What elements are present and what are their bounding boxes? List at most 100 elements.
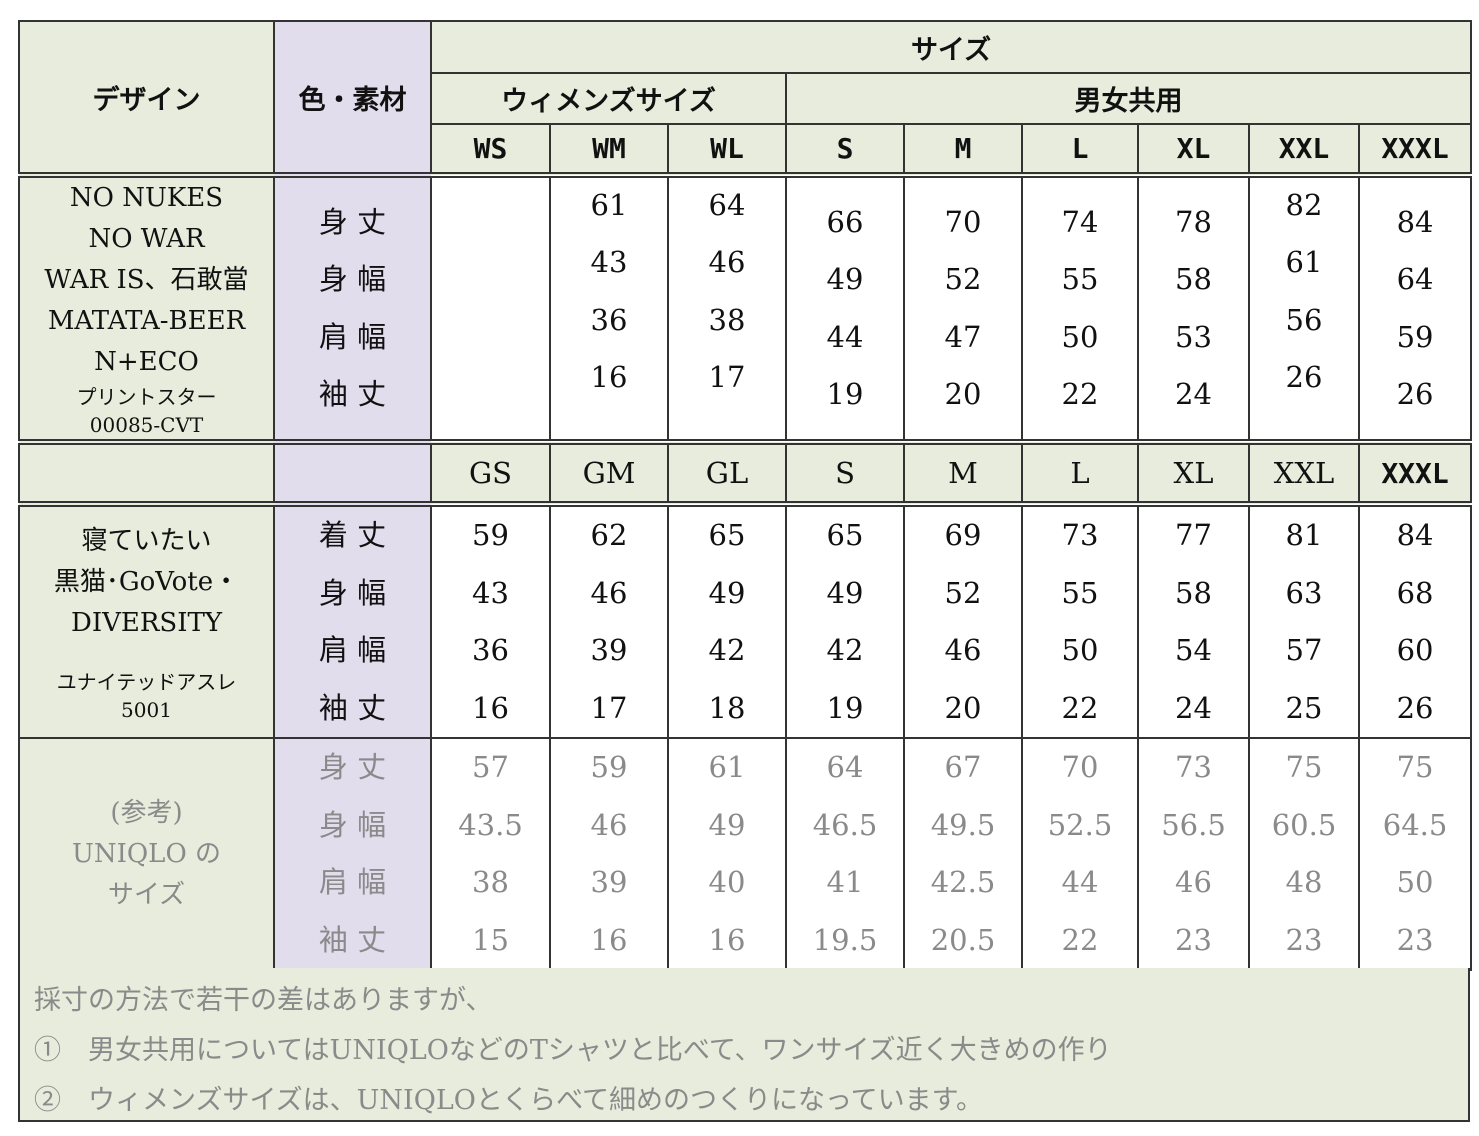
- size-header: WM: [549, 123, 669, 176]
- measurement-value: 38: [708, 302, 746, 337]
- measurement-value: 16: [472, 690, 509, 725]
- measurement-value: [432, 251, 549, 309]
- size-header: GS: [430, 439, 551, 505]
- measurement-value: 49: [708, 575, 746, 610]
- measurement-value: 57: [472, 750, 509, 784]
- value-stack: 75 64.5 50 23: [1360, 739, 1470, 969]
- measurement-value: 47: [944, 319, 982, 354]
- measurement-value: 50: [1396, 865, 1434, 899]
- design-names: NO NUKES NO WAR WAR IS、石敢當 MATATA-BEER N+ECO…: [18, 172, 275, 443]
- measurement-value: 64: [708, 187, 746, 222]
- measurement-value: 69: [944, 518, 982, 552]
- measurement-value: 26: [1396, 690, 1434, 725]
- design-name: MATATA-BEER: [47, 306, 246, 336]
- measurement-value: 16: [708, 922, 746, 957]
- size-values: 61 43 36 16: [549, 172, 669, 443]
- measurement-value: 40: [708, 865, 746, 899]
- measurement-value: 50: [1061, 319, 1099, 354]
- measurement-value: 65: [826, 518, 864, 552]
- value-stack: 65 49 42 18: [669, 507, 785, 737]
- measurement-value: 68: [1396, 575, 1434, 610]
- size-header: XXL: [1248, 439, 1360, 505]
- measurement-value: 23: [1285, 922, 1323, 957]
- measurement-value: 73: [1175, 750, 1212, 784]
- empty-cell: [273, 439, 432, 505]
- value-stack: 59 46 39 16: [551, 739, 667, 969]
- measurement-value: 42.5: [930, 865, 996, 899]
- measurement-value: 58: [1175, 575, 1212, 610]
- measurement-value: 49.5: [930, 807, 996, 842]
- measurement-value: 42: [708, 633, 746, 667]
- measurement-label: 肩 幅: [318, 319, 387, 354]
- measurement-value: 66: [826, 204, 864, 239]
- value-stack: 84 68 60 26: [1360, 507, 1470, 737]
- measurement-value: 59: [1396, 319, 1434, 354]
- size-values: 67 49.5 42.5 20.5: [903, 737, 1023, 971]
- measurement-value: 70: [1061, 750, 1099, 784]
- measurement-value: 65: [708, 518, 746, 552]
- value-stack: 84 64 59 26: [1360, 194, 1470, 424]
- measurement-value: 46: [590, 807, 628, 842]
- measurement-value: 61: [590, 187, 628, 222]
- measurement-value: 64.5: [1382, 807, 1448, 842]
- measurement-value: 82: [1285, 187, 1323, 222]
- design-name: N+ECO: [94, 347, 199, 377]
- maker: ユナイテッドアスレ: [56, 669, 237, 694]
- measurement-value: 52.5: [1047, 807, 1113, 842]
- measurement-value: 54: [1175, 633, 1212, 667]
- measurement-labels: 身 丈身 幅肩 幅袖 丈: [273, 737, 432, 971]
- size-header: XL: [1137, 123, 1250, 176]
- measurement-value: 64: [1396, 262, 1434, 296]
- measurement-value: 44: [826, 319, 864, 354]
- header-size: サイズ: [429, 20, 1473, 74]
- measurement-value: 75: [1396, 750, 1434, 784]
- measurement-value: 84: [1396, 204, 1434, 239]
- size-values: 75 64.5 50 23: [1357, 737, 1473, 971]
- measurement-value: 44: [1061, 865, 1099, 899]
- size-header: L: [1021, 123, 1139, 176]
- measurement-value: 49: [826, 575, 864, 610]
- design-name: (参考): [110, 797, 183, 828]
- measurement-value: 19.5: [812, 922, 878, 957]
- size-values: 84 68 60 26: [1357, 501, 1473, 739]
- measurement-value: 78: [1175, 204, 1212, 239]
- empty-cell: [18, 439, 275, 505]
- model-number: 5001: [121, 697, 172, 722]
- size-values: 66 49 44 19: [785, 172, 905, 443]
- measurement-value: 24: [1175, 377, 1212, 411]
- size-header: GL: [667, 439, 787, 505]
- size-header: S: [785, 123, 905, 176]
- size-header: XXXL: [1357, 439, 1473, 505]
- size-values: 64 46 38 17: [667, 172, 787, 443]
- size-values: [430, 172, 551, 443]
- measurement-value: 36: [472, 633, 509, 667]
- measurement-value: 59: [472, 518, 509, 552]
- value-stack: 59 43 36 16: [432, 507, 549, 737]
- measurement-value: 39: [590, 633, 628, 667]
- notes: 採寸の方法で若干の差はありますが、 ① 男女共用についてはUNIQLOなどのTシ…: [18, 968, 1470, 1122]
- measurement-value: 61: [708, 750, 746, 784]
- measurement-value: 42: [826, 633, 864, 667]
- measurement-value: 52: [944, 262, 982, 296]
- size-values: 69 52 46 20: [903, 501, 1023, 739]
- design-name: サイズ: [107, 879, 186, 910]
- size-header: XXXL: [1357, 123, 1473, 176]
- size-header: L: [1021, 439, 1139, 505]
- size-header: XL: [1137, 439, 1250, 505]
- measurement-value: 56: [1285, 302, 1323, 337]
- measurement-value: 64: [826, 750, 864, 784]
- model-number: 00085-CVT: [89, 413, 204, 437]
- measurement-value: 24: [1175, 690, 1212, 725]
- note-intro: 採寸の方法で若干の差はありますが、: [34, 985, 493, 1016]
- value-stack: 73 55 50 22: [1023, 507, 1137, 737]
- size-header: WL: [667, 123, 787, 176]
- measurement-value: 75: [1285, 750, 1323, 784]
- measurement-value: 23: [1175, 922, 1212, 957]
- measurement-value: 60: [1396, 633, 1434, 667]
- measurement-value: 43.5: [458, 807, 523, 842]
- size-header: GM: [549, 439, 669, 505]
- measurement-value: 20: [944, 377, 982, 411]
- measurement-label: 肩 幅: [318, 633, 387, 667]
- measurement-value: 41: [826, 865, 864, 899]
- value-stack: 70 52.5 44 22: [1023, 739, 1137, 969]
